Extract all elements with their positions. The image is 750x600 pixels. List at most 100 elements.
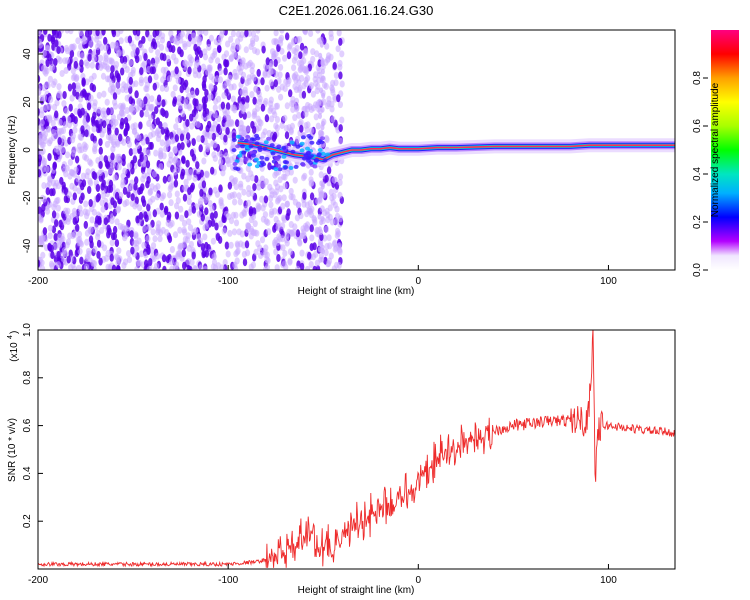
heatmap-cell [169,220,175,227]
x-tick-label: -100 [218,276,238,287]
heatmap-cell [111,30,117,38]
heatmap-cell [128,96,133,105]
heatmap-cell [147,198,153,206]
heatmap-cell [52,200,58,208]
heatmap-cell [231,228,238,236]
heatmap-cell [77,108,82,117]
heatmap-cell [38,199,41,207]
heatmap-cell [325,260,332,267]
heatmap-cell [52,78,58,86]
heatmap-cell [174,211,180,220]
heatmap-cell [230,42,237,50]
heatmap-cell [129,230,134,239]
heatmap-cell [98,146,104,155]
heatmap-cell [114,127,119,136]
heatmap-cell [169,35,175,43]
heatmap-cell [260,103,266,112]
heatmap-cell [122,56,128,64]
heatmap-cell [39,95,45,103]
heatmap-cell [291,57,297,64]
heatmap-cell [42,227,48,236]
heatmap-cell [164,205,169,214]
heatmap-cell [76,142,83,150]
x-tick-label: 0 [416,276,422,287]
heatmap-cell [175,250,181,258]
heatmap-cell [110,152,115,161]
heatmap-cell [128,76,133,85]
heatmap-cell [126,190,131,199]
heatmap-cell [154,106,159,115]
heatmap-cell [208,56,214,64]
heatmap-cell [231,138,237,142]
heatmap-cell [212,104,218,112]
heatmap-cell [295,265,301,270]
heatmap-cell [38,169,42,178]
heatmap-cell [83,220,89,229]
heatmap-cell [278,93,284,101]
heatmap-cell [117,222,123,230]
heatmap-cell [191,37,197,45]
heatmap-cell [42,137,48,145]
snr-y-scale-close: ) [9,331,20,334]
heatmap-cell [262,128,268,136]
heatmap-cell [143,96,148,105]
heatmap-cell [91,55,97,63]
heatmap-cell [202,48,208,56]
heatmap-cell [254,175,259,184]
heatmap-cell [256,90,262,98]
heatmap-cell [266,228,272,236]
heatmap-cell [141,241,147,249]
heatmap-cell [151,170,158,178]
heatmap-cell [245,199,252,207]
heatmap-cell [123,117,129,125]
heatmap-cell [81,37,87,45]
heatmap-cell [52,162,57,171]
heatmap-cell [295,229,301,238]
heatmap-cell [67,158,73,166]
heatmap-cell [117,158,123,166]
snr-x-ticks: -200 -100 0 100 [28,564,617,586]
heatmap-cell [264,263,270,270]
heatmap-cell [199,188,204,197]
heatmap-cell [337,179,343,186]
heatmap-cell [41,64,47,72]
heatmap-cell [175,116,181,124]
heatmap-cell [152,82,157,91]
heatmap-cell [211,253,217,261]
heatmap-cell [238,68,244,76]
heatmap-cell [75,82,81,90]
heatmap-cell [164,229,170,236]
heatmap-cell [95,184,101,192]
heatmap-cell [85,114,91,123]
heatmap-cell [203,222,209,230]
heatmap-cell [84,229,90,237]
heatmap-cell [177,102,183,110]
heatmap-cell [107,57,113,65]
heatmap-cell [312,265,317,270]
heatmap-cell [308,180,314,187]
heatmap-cell [288,193,294,201]
heatmap-cell [145,160,151,169]
heatmap-cell [210,218,216,227]
heatmap-cell [106,230,111,239]
heatmap-cell [281,154,287,159]
heatmap-cell [320,124,325,131]
heatmap-cell [238,34,244,42]
heatmap-cell [194,48,200,56]
heatmap-cell [230,141,236,149]
heatmap-cell [130,246,135,255]
heatmap-cell [100,182,105,191]
heatmap-cell [210,237,216,245]
heatmap-cell [254,141,260,146]
heatmap-cell [48,96,54,103]
heatmap-cell [182,43,188,51]
heatmap-cell [150,242,157,250]
heatmap-cell [242,258,248,267]
heatmap-cell [40,165,46,173]
heatmap-cell [202,101,207,110]
heatmap-cell [302,30,308,34]
heatmap-cell [80,107,85,116]
heatmap-cell [292,198,298,206]
heatmap-cell [127,35,133,44]
heatmap-cell [47,114,53,122]
